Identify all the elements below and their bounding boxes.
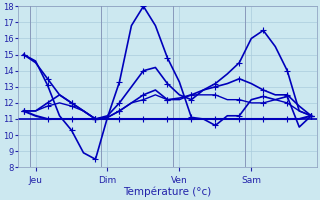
X-axis label: Température (°c): Température (°c) [123, 187, 212, 197]
